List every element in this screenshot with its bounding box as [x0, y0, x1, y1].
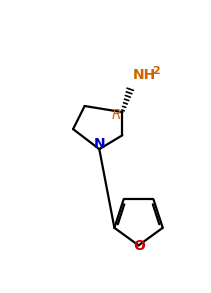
- Text: 2: 2: [152, 66, 160, 76]
- Text: N: N: [93, 137, 105, 151]
- Text: R: R: [111, 108, 121, 122]
- Text: NH: NH: [132, 68, 156, 82]
- Text: O: O: [133, 239, 145, 253]
